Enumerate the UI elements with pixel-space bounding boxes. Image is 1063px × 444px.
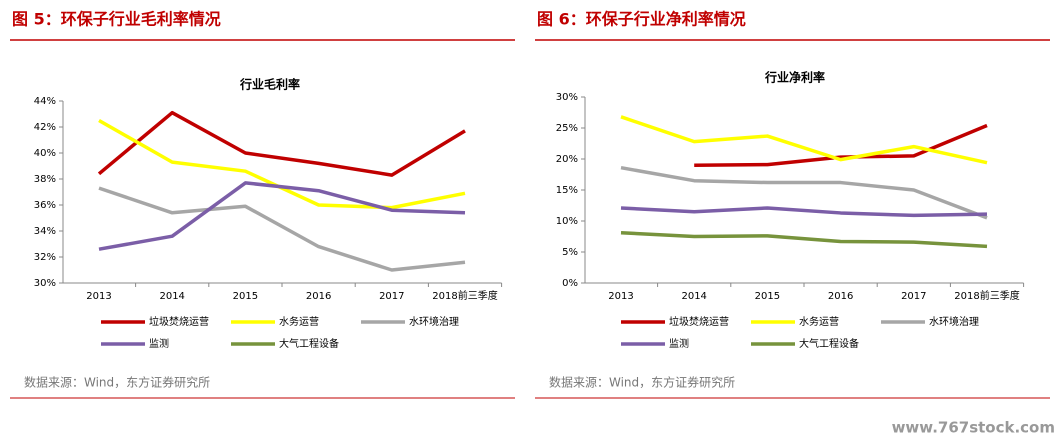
x-tick-label: 2013 [608, 291, 633, 302]
legend-label: 水环境治理 [929, 315, 979, 328]
y-tick-label: 25% [556, 123, 578, 134]
x-tick-label: 2016 [828, 291, 853, 302]
series-line [98, 181, 466, 251]
x-tick-label: 2018前三季度 [954, 289, 1019, 302]
y-tick-label: 30% [34, 278, 56, 289]
chart-title: 行业净利率 [764, 70, 825, 85]
x-tick-label: 2015 [755, 291, 780, 302]
x-tick-label: 2017 [901, 291, 926, 302]
y-tick-label: 30% [556, 92, 578, 103]
source-note: 数据来源：Wind，东方证券研究所 [24, 375, 210, 390]
y-tick-label: 34% [34, 226, 56, 237]
y-tick-label: 5% [562, 247, 578, 258]
figure-caption: 图 6：环保子行业净利率情况 [537, 10, 746, 29]
y-tick-label: 32% [34, 252, 56, 263]
legend-label: 水环境治理 [409, 315, 459, 328]
y-tick-label: 15% [556, 185, 578, 196]
x-tick-label: 2018前三季度 [432, 289, 497, 302]
legend-label: 垃圾焚烧运营 [149, 315, 209, 328]
legend-label: 监测 [669, 337, 689, 350]
series-line [98, 186, 466, 272]
y-tick-label: 42% [34, 122, 56, 133]
y-tick-label: 0% [562, 278, 578, 289]
series-line [97, 110, 466, 177]
y-tick-label: 20% [556, 154, 578, 165]
x-tick-label: 2013 [86, 291, 111, 302]
figure-caption: 图 5：环保子行业毛利率情况 [12, 10, 221, 29]
chart-title: 行业毛利率 [239, 77, 300, 92]
legend-label: 大气工程设备 [799, 337, 859, 350]
series-line [620, 206, 988, 218]
legend-label: 水务运营 [799, 315, 839, 328]
legend-label: 监测 [149, 337, 169, 350]
legend-label: 垃圾焚烧运营 [669, 315, 729, 328]
y-tick-label: 40% [34, 148, 56, 159]
y-tick-label: 36% [34, 200, 56, 211]
y-tick-label: 44% [34, 96, 56, 107]
legend-label: 大气工程设备 [279, 337, 339, 350]
x-tick-label: 2015 [233, 291, 258, 302]
x-tick-label: 2014 [159, 291, 184, 302]
legend-label: 水务运营 [279, 315, 319, 328]
x-tick-label: 2016 [306, 291, 331, 302]
series-line [620, 231, 988, 249]
watermark: www.767stock.com [892, 419, 1055, 437]
y-tick-label: 38% [34, 174, 56, 185]
series-line [620, 165, 988, 220]
series-line [694, 123, 988, 167]
x-tick-label: 2017 [379, 291, 404, 302]
series-line [620, 115, 988, 165]
y-tick-label: 10% [556, 216, 578, 227]
source-note: 数据来源：Wind，东方证券研究所 [549, 375, 735, 390]
x-tick-label: 2014 [681, 291, 706, 302]
